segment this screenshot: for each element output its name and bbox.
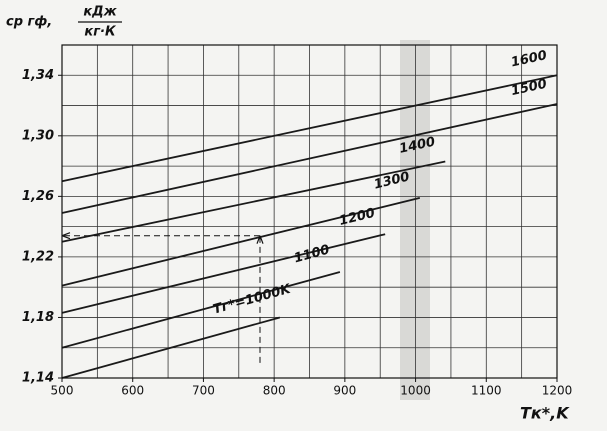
y-tick-label: 1,26 (22, 189, 54, 204)
series-label: 1400 (398, 135, 436, 157)
x-tick-label: 900 (333, 384, 356, 398)
y-tick-label: 1,34 (22, 68, 54, 83)
x-tick-label: 600 (121, 384, 144, 398)
series-label: 1500 (510, 77, 549, 99)
series-line (61, 160, 446, 243)
y-axis-unit-top: кДж (83, 5, 117, 20)
series-label: 1200 (338, 206, 377, 229)
series-line (61, 316, 281, 379)
x-tick-label: 1200 (542, 384, 573, 398)
y-tick-label: 1,22 (22, 249, 54, 264)
series-line (61, 197, 421, 287)
x-tick-label: 800 (263, 384, 286, 398)
y-tick-label: 1,14 (22, 371, 54, 386)
x-tick-label: 1000 (400, 384, 431, 398)
series-label: 1100 (292, 242, 331, 266)
y-axis-label: cр гф, (6, 15, 52, 30)
y-axis-unit-bottom: кг·К (84, 25, 117, 40)
x-tick-label: 1100 (471, 384, 502, 398)
plot-frame (61, 44, 558, 379)
series-label: 1600 (510, 48, 549, 70)
series-line (61, 271, 341, 349)
guide-arrow (61, 232, 71, 240)
series-line (61, 233, 386, 314)
x-tick-label: 500 (51, 384, 74, 398)
guide-arrow (256, 235, 264, 244)
series-line (61, 74, 558, 183)
x-axis-label: Тк*,K (520, 404, 570, 423)
y-tick-label: 1,30 (22, 128, 54, 143)
x-tick-label: 700 (192, 384, 215, 398)
y-tick-label: 1,18 (22, 310, 54, 325)
scan-shadow (400, 40, 430, 400)
series-line (61, 103, 558, 214)
